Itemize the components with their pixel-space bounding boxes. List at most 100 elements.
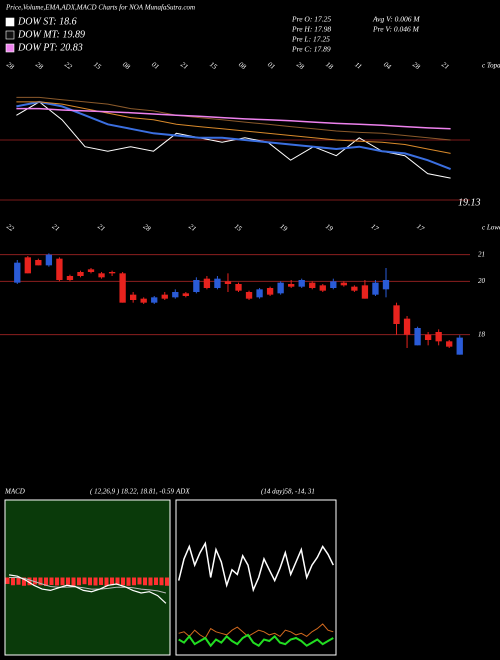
date-label: 18 [324,60,335,71]
date-label: 15 [92,60,103,71]
line [16,101,451,154]
panel-subtitle: (14 day)58, -14, 31 [261,488,315,496]
y-tick-label: 20 [478,277,486,285]
candle-body [309,282,316,288]
date-label: 19 [278,222,289,233]
legend-swatch [5,17,15,27]
candle-body [414,328,421,346]
candle-body [351,286,358,291]
candle-body [14,262,21,283]
line [177,541,334,593]
histogram-bar [99,577,103,585]
histogram-bar [33,577,37,585]
candle-body [224,281,232,284]
adx-frame [175,499,337,656]
histogram-bar [44,577,48,587]
line [16,100,451,171]
chart-title: Price,Volume,EMA,ADX,MACD Charts for NOA… [5,4,195,12]
histogram-bar [148,577,153,586]
panel-title: ADX [175,488,190,496]
histogram-bar [159,577,164,586]
date-label: 22 [63,60,74,71]
stat: Pre C: 17.89 [291,45,331,54]
candle-body [151,297,158,303]
candle-body [172,292,179,298]
date-label: 28 [5,60,16,71]
candle-body [77,272,84,276]
candle-body [393,305,400,324]
candle-body [214,278,221,288]
candle-body [161,294,168,299]
histogram-bar [154,577,158,585]
date-label: 28 [142,222,153,233]
date-label: 21 [187,222,197,233]
histogram-bar [137,577,142,585]
candle-body [446,341,453,347]
histogram-bar [132,577,136,586]
histogram-bar [143,577,147,586]
candle-body [330,281,337,288]
date-label: 28 [411,60,422,71]
stat: Pre V: 0.046 M [372,25,420,34]
histogram-bar [66,577,70,585]
histogram-bar [165,577,169,586]
histogram-bar [22,577,26,586]
date-label: 19 [324,222,335,233]
date-label: 04 [382,60,393,71]
candle-body [319,285,326,291]
legend-label: DOW PT: 20.83 [17,42,83,53]
line [16,96,451,141]
histogram-bar [5,577,10,584]
candle-body [35,260,42,266]
date-label: 28 [295,60,306,71]
date-label: 15 [233,222,244,233]
histogram-bar [126,577,131,586]
candle-body [266,288,274,295]
candle-body [24,257,31,274]
histogram-bar [110,577,114,586]
corner-label: c Lowea [482,224,500,232]
candle-body [382,280,390,290]
candle-body [403,318,411,335]
candle-body [119,273,126,303]
candle-body [298,280,305,287]
histogram-bar [27,577,32,586]
candle-body [361,285,369,299]
date-label: 22 [5,222,16,233]
y-tick-label: 18 [478,330,486,338]
legend-label: DOW ST: 18.6 [17,16,77,27]
candle-body [193,280,200,292]
histogram-bar [60,577,65,586]
candle-body [140,298,147,303]
histogram-bar [121,577,125,586]
stat: Pre H: 17.98 [291,25,331,34]
corner-label: c Topa [482,62,500,70]
date-label: 28 [34,60,45,71]
candle-body [129,294,137,300]
date-label: 08 [237,60,248,71]
legend-swatch [5,30,15,40]
stat: Pre O: 17.25 [291,15,331,24]
candle-body [456,337,463,355]
line [178,633,334,648]
stat: Avg V: 0.006 M [372,15,420,24]
candle-body [424,334,432,340]
date-label: 21 [179,60,189,71]
histogram-bar [93,577,98,586]
histogram-bar [38,577,43,586]
histogram-bar [115,577,120,585]
candle-body [203,278,211,288]
macd-line [9,574,167,604]
panel-subtitle: ( 12,26,9 ) 18.22, 18.81, -0.59 [90,488,174,496]
histogram-bar [11,577,15,586]
candle-body [435,332,442,342]
candle-body [45,254,53,266]
date-label: 01 [266,60,276,71]
candle-body [98,273,105,278]
histogram-bar [104,577,109,587]
candle-body [108,272,116,274]
line [16,107,451,130]
histogram-bar [71,577,76,586]
